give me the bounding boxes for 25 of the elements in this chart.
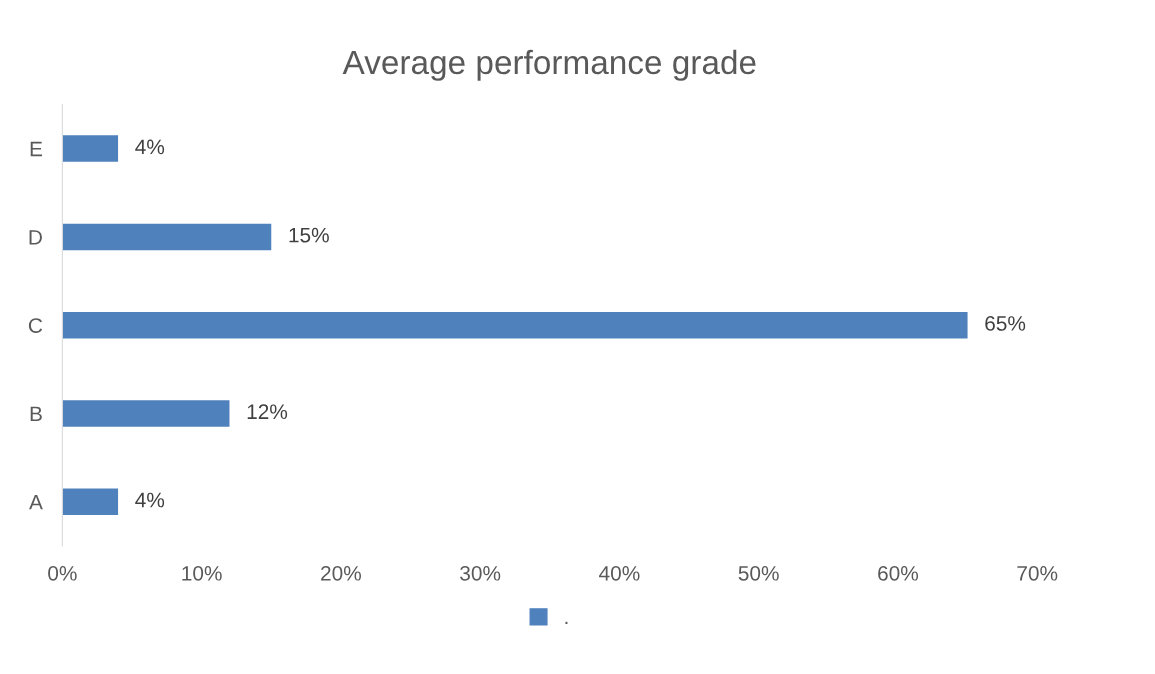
y-tick-label: B	[30, 406, 42, 422]
data-label: 4%	[135, 492, 165, 508]
y-tick-label: A	[29, 495, 43, 510]
data-label: 15%	[289, 227, 329, 243]
x-tick-label: 70%	[1017, 565, 1058, 581]
x-tick-label: 20%	[321, 565, 361, 581]
bar	[62, 311, 968, 339]
y-tick-label: D	[29, 230, 42, 245]
x-tick-label: 40%	[599, 565, 640, 581]
chart-title: Average performance grade	[342, 49, 756, 81]
bar	[62, 488, 119, 516]
x-tick-label: 30%	[460, 565, 501, 581]
legend-label: .	[565, 621, 568, 625]
data-label: 65%	[985, 316, 1026, 331]
y-tick-label: C	[28, 318, 43, 333]
data-label: 12%	[247, 404, 288, 420]
x-tick-label: 50%	[738, 565, 779, 581]
bar	[62, 223, 272, 251]
bar	[62, 135, 119, 162]
x-tick-label: 0%	[48, 565, 77, 581]
y-tick-label: E	[30, 141, 43, 157]
x-tick-label: 60%	[878, 565, 919, 581]
bar	[62, 400, 230, 427]
data-label: 4%	[135, 139, 165, 155]
x-tick-label: 10%	[182, 565, 222, 581]
